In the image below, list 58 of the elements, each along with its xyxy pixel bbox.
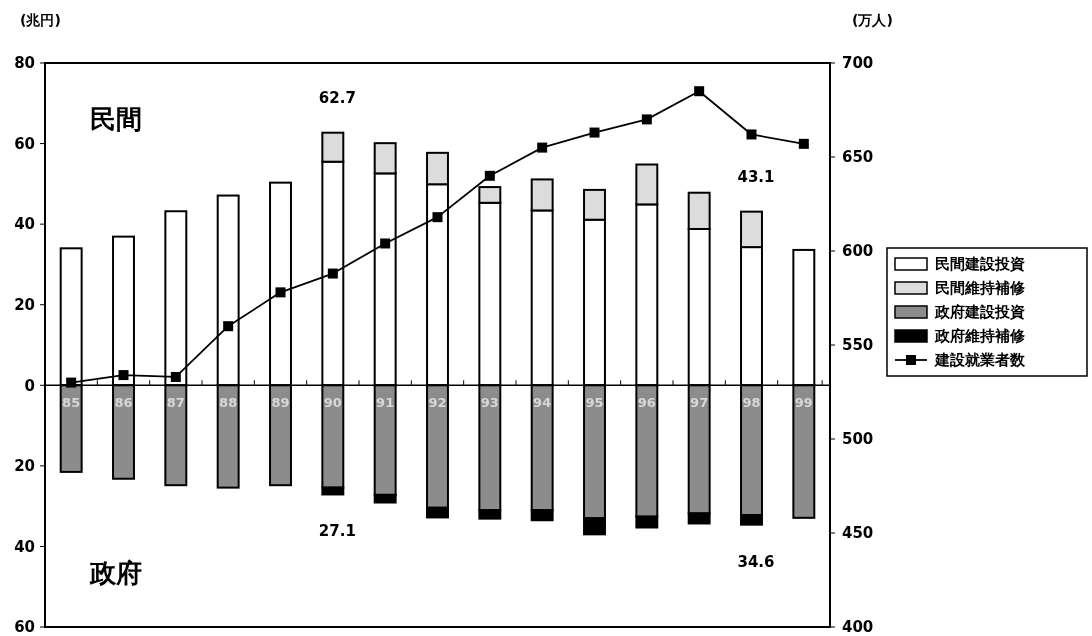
- x-tick-label: 94: [533, 395, 552, 411]
- y2-tick-label: 650: [842, 148, 874, 167]
- y2-tick-label: 450: [842, 524, 874, 543]
- annotation: 62.7: [318, 88, 356, 107]
- x-tick-label: 91: [376, 395, 395, 411]
- point: [275, 287, 286, 298]
- y2-tick-label: 550: [842, 336, 874, 355]
- x-tick-label: 87: [166, 395, 185, 411]
- y2-tick-label: 700: [842, 54, 874, 73]
- point: [170, 371, 181, 382]
- x-tick-label: 96: [637, 395, 656, 411]
- point: [327, 268, 338, 279]
- x-tick-label: 92: [428, 395, 447, 411]
- legend-label: 政府維持補修: [934, 327, 1026, 346]
- annotation: 27.1: [318, 522, 356, 541]
- point: [432, 212, 443, 223]
- y2-tick-label: 400: [842, 618, 874, 636]
- x-tick-label: 88: [219, 395, 238, 411]
- point: [223, 321, 234, 332]
- y-tick-label: 60: [14, 134, 35, 153]
- point: [641, 114, 652, 125]
- legend-label: 民間維持補修: [935, 279, 1026, 298]
- x-tick-label: 93: [480, 395, 499, 411]
- legend-label: 政府建設投資: [934, 303, 1025, 322]
- point: [694, 86, 705, 97]
- point: [66, 377, 77, 388]
- y2-tick-label: 600: [842, 242, 874, 261]
- y-tick-label: 40: [14, 537, 35, 556]
- y-tick-label: 40: [14, 215, 35, 234]
- x-tick-label: 85: [62, 395, 81, 411]
- point: [746, 129, 757, 140]
- legend-label: 建設就業者数: [934, 351, 1026, 370]
- legend-label: 民間建設投資: [935, 255, 1025, 274]
- y-tick-label: 0: [24, 376, 35, 395]
- point: [380, 238, 391, 249]
- y-tick-label: 80: [14, 54, 35, 73]
- annotation: 34.6: [737, 552, 775, 571]
- point: [537, 142, 548, 153]
- y-axis-title: (兆円): [20, 12, 61, 28]
- point: [589, 127, 600, 138]
- y2-axis-title: (万人): [852, 12, 893, 28]
- point: [798, 138, 809, 149]
- x-tick-label: 98: [742, 395, 761, 411]
- x-tick-label: 97: [690, 395, 709, 411]
- annotation: 民間: [90, 104, 142, 134]
- y-tick-label: 20: [14, 295, 35, 314]
- annotation: 43.1: [737, 167, 775, 186]
- x-tick-label: 95: [585, 395, 604, 411]
- x-tick-label: 90: [323, 395, 342, 411]
- annotation: 政府: [89, 558, 142, 588]
- y-tick-label: 60: [14, 618, 35, 636]
- x-tick-label: 89: [271, 395, 290, 411]
- point: [484, 170, 495, 181]
- point: [118, 370, 129, 381]
- x-tick-label: 86: [114, 395, 133, 411]
- y2-tick-label: 500: [842, 430, 874, 449]
- x-tick-label: 99: [794, 395, 813, 411]
- y-tick-label: 20: [14, 457, 35, 476]
